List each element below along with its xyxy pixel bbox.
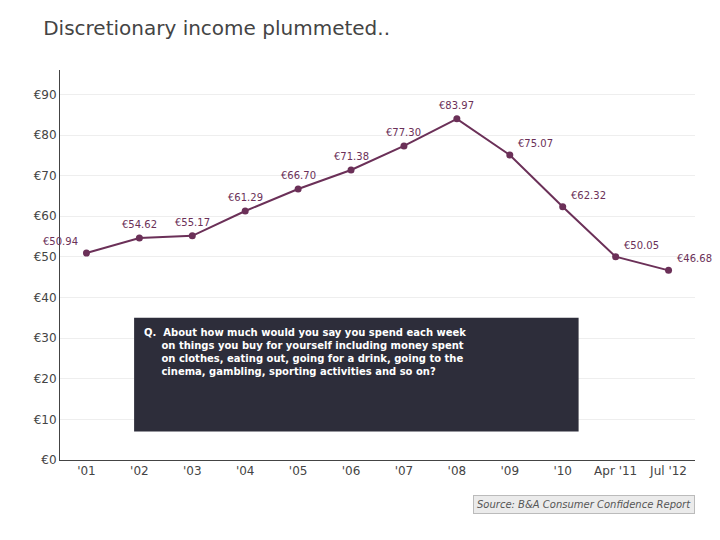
svg-text:Source: B&A Consumer Confidenc: Source: B&A Consumer Confidence Report xyxy=(477,499,691,510)
svg-text:€70: €70 xyxy=(34,169,57,183)
svg-text:€62.32: €62.32 xyxy=(571,190,606,201)
svg-text:Discretionary income plummeted: Discretionary income plummeted.. xyxy=(43,16,390,40)
svg-text:€40: €40 xyxy=(34,291,57,305)
svg-text:'05: '05 xyxy=(289,464,308,478)
svg-text:'03: '03 xyxy=(183,464,202,478)
svg-text:€0: €0 xyxy=(41,453,56,467)
svg-text:'08: '08 xyxy=(448,464,467,478)
svg-text:€66.70: €66.70 xyxy=(281,170,316,181)
svg-text:€54.62: €54.62 xyxy=(122,219,157,230)
svg-text:Q. About how much would you s: Q. About how much would you say you spen… xyxy=(144,327,466,377)
svg-text:Apr '11: Apr '11 xyxy=(594,464,637,478)
svg-text:€61.29: €61.29 xyxy=(228,192,263,203)
svg-text:€80: €80 xyxy=(34,128,57,142)
svg-text:€90: €90 xyxy=(34,88,57,102)
svg-text:€50: €50 xyxy=(34,250,57,264)
svg-text:€50.94: €50.94 xyxy=(43,236,78,247)
svg-text:€83.97: €83.97 xyxy=(439,100,474,111)
svg-text:€75.07: €75.07 xyxy=(518,138,553,149)
svg-text:'09: '09 xyxy=(501,464,520,478)
svg-text:'02: '02 xyxy=(130,464,149,478)
svg-text:€46.68: €46.68 xyxy=(677,253,712,264)
svg-text:€30: €30 xyxy=(34,331,57,345)
svg-text:'04: '04 xyxy=(236,464,255,478)
svg-text:'07: '07 xyxy=(395,464,414,478)
svg-text:'01: '01 xyxy=(77,464,96,478)
svg-text:€10: €10 xyxy=(34,413,57,427)
svg-text:€20: €20 xyxy=(34,372,57,386)
svg-text:'06: '06 xyxy=(342,464,361,478)
svg-text:'10: '10 xyxy=(553,464,572,478)
svg-text:Jul '12: Jul '12 xyxy=(649,464,687,478)
svg-text:€50.05: €50.05 xyxy=(624,240,659,251)
svg-text:€60: €60 xyxy=(34,209,57,223)
svg-text:€77.30: €77.30 xyxy=(386,127,421,138)
svg-text:€71.38: €71.38 xyxy=(334,151,369,162)
svg-text:€55.17: €55.17 xyxy=(175,217,210,228)
